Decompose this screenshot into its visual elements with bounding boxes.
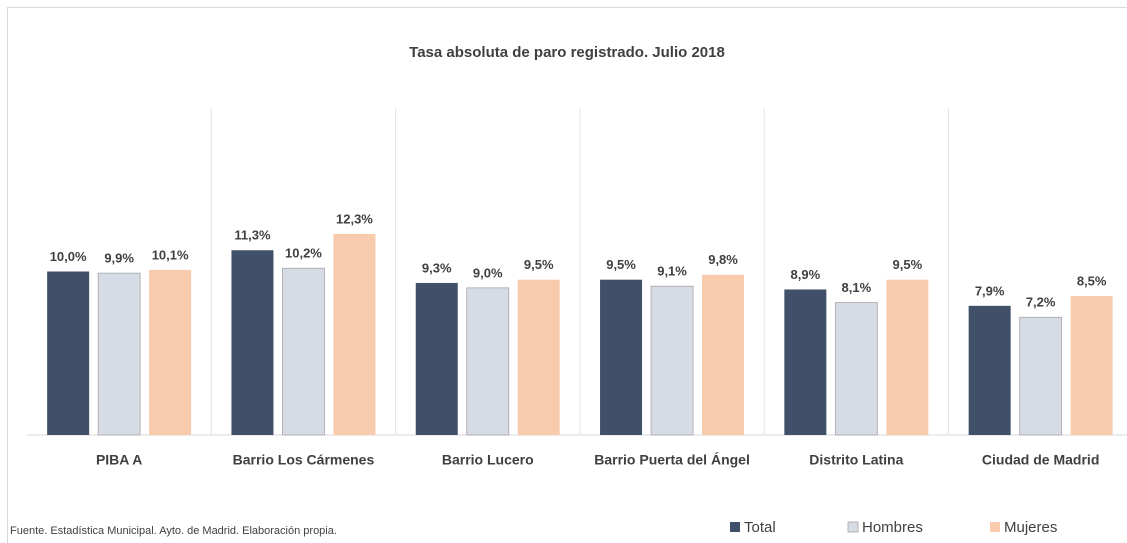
x-tick-label: Ciudad de Madrid <box>982 452 1099 468</box>
value-label: 9,5% <box>606 257 636 272</box>
value-label: 7,2% <box>1026 295 1056 310</box>
value-label: 9,8% <box>708 252 738 267</box>
value-label: 9,5% <box>524 257 554 272</box>
bar <box>1019 316 1063 436</box>
legend-label: Mujeres <box>1004 519 1057 536</box>
x-tick-label: PIBA A <box>96 452 142 468</box>
bar <box>47 271 90 435</box>
bar <box>415 282 458 435</box>
value-label: 8,1% <box>842 280 872 295</box>
value-label: 9,0% <box>473 265 503 280</box>
value-label: 10,0% <box>50 249 87 264</box>
legend-swatch <box>990 522 1000 532</box>
bar <box>702 274 745 435</box>
value-label: 9,1% <box>657 264 687 279</box>
bar <box>97 272 141 436</box>
legend-swatch <box>847 521 859 533</box>
value-label: 8,5% <box>1077 273 1107 288</box>
value-label: 10,2% <box>285 246 322 261</box>
value-label: 11,3% <box>234 228 271 243</box>
bar <box>784 289 827 435</box>
value-label: 12,3% <box>336 211 373 226</box>
legend-label: Hombres <box>862 519 923 536</box>
source-note: Fuente. Estadística Municipal. Ayto. de … <box>10 525 337 537</box>
x-tick-label: Barrio Lucero <box>442 452 534 468</box>
value-label: 7,9% <box>975 283 1005 298</box>
bar <box>149 269 192 435</box>
bar <box>231 250 274 435</box>
chart-border <box>7 7 1127 543</box>
bar <box>466 287 510 436</box>
bar <box>333 233 376 435</box>
bar <box>600 279 643 435</box>
bar <box>282 267 325 436</box>
value-label: 9,3% <box>422 260 452 275</box>
bar <box>650 285 694 436</box>
bar <box>517 279 560 435</box>
x-tick-label: Barrio Puerta del Ángel <box>594 452 750 468</box>
value-label: 9,9% <box>104 251 134 266</box>
legend-swatch <box>730 522 740 532</box>
bar <box>834 302 878 436</box>
x-tick-label: Distrito Latina <box>809 452 903 468</box>
bar <box>1070 296 1113 435</box>
value-label: 9,5% <box>893 257 923 272</box>
value-label: 10,1% <box>152 247 189 262</box>
x-tick-label: Barrio Los Cármenes <box>233 452 375 468</box>
legend-label: Total <box>744 519 776 536</box>
chart-title: Tasa absoluta de paro registrado. Julio … <box>409 44 725 61</box>
value-label: 8,9% <box>791 267 821 282</box>
bar <box>886 279 929 435</box>
bar <box>968 305 1011 435</box>
